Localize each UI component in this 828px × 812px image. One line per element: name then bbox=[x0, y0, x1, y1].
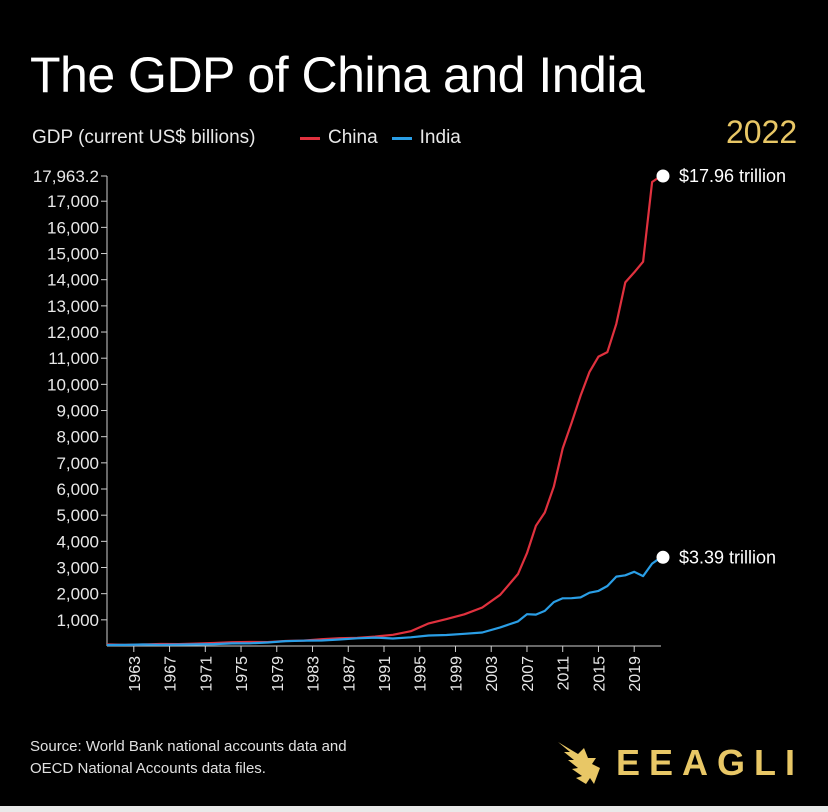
bottom-bar bbox=[0, 806, 828, 812]
x-tick-label: 1999 bbox=[448, 656, 465, 692]
legend-item-china: China bbox=[300, 127, 378, 149]
legend-label-india: India bbox=[419, 127, 461, 148]
legend: China India bbox=[300, 127, 475, 149]
y-tick-label: 11,000 bbox=[48, 349, 99, 368]
x-tick-label: 1963 bbox=[127, 656, 144, 692]
x-tick-label: 1991 bbox=[377, 656, 394, 692]
x-tick-label: 1975 bbox=[234, 656, 251, 692]
source-line-2: OECD National Accounts data files. bbox=[30, 760, 266, 777]
x-tick-label: 2015 bbox=[591, 656, 608, 692]
y-tick-label: 12,000 bbox=[47, 323, 99, 342]
logo: EEAGLI bbox=[556, 738, 804, 788]
legend-item-india: India bbox=[391, 127, 461, 149]
y-tick-label: 7,000 bbox=[56, 454, 99, 473]
y-tick-label: 17,963.2 bbox=[33, 167, 99, 186]
y-tick-label: 1,000 bbox=[56, 611, 99, 630]
annotation-india: $3.39 trillion bbox=[679, 547, 776, 567]
legend-swatch-china bbox=[300, 136, 320, 140]
y-tick-label: 5,000 bbox=[56, 506, 99, 525]
x-tick-label: 2007 bbox=[520, 656, 537, 692]
x-tick-label: 1971 bbox=[198, 656, 215, 692]
source-note: Source: World Bank national accounts dat… bbox=[30, 736, 347, 780]
x-tick-label: 2003 bbox=[484, 656, 501, 692]
y-tick-label: 13,000 bbox=[47, 297, 99, 316]
series-line-china bbox=[106, 175, 662, 646]
y-tick-label: 9,000 bbox=[56, 402, 99, 421]
x-tick-label: 1995 bbox=[413, 656, 430, 692]
x-tick-label: 2011 bbox=[556, 656, 573, 691]
year-label: 2022 bbox=[726, 114, 798, 150]
y-axis-label: GDP (current US$ billions) bbox=[32, 127, 256, 148]
x-tick-label: 2019 bbox=[627, 656, 644, 692]
y-tick-label: 3,000 bbox=[56, 559, 99, 578]
series-line-india bbox=[106, 556, 662, 647]
y-tick-label: 8,000 bbox=[56, 428, 99, 447]
y-tick-label: 15,000 bbox=[47, 245, 99, 264]
end-point-china bbox=[656, 169, 670, 183]
y-tick-label: 16,000 bbox=[47, 218, 99, 237]
x-tick-label: 1983 bbox=[306, 656, 323, 692]
eagle-logo-icon bbox=[558, 742, 600, 784]
legend-swatch-india bbox=[391, 136, 412, 140]
y-tick-label: 2,000 bbox=[56, 585, 99, 604]
source-line-1: Source: World Bank national accounts dat… bbox=[30, 738, 347, 755]
y-tick-label: 17,000 bbox=[47, 192, 99, 211]
x-tick-label: 1967 bbox=[163, 656, 180, 692]
logo-text: EEAGLI bbox=[616, 742, 805, 783]
y-tick-label: 4,000 bbox=[56, 532, 99, 551]
x-tick-label: 1979 bbox=[270, 656, 287, 692]
y-tick-label: 10,000 bbox=[47, 375, 99, 394]
end-point-india bbox=[656, 550, 670, 564]
chart-title: The GDP of China and India bbox=[30, 47, 645, 103]
x-tick-label: 1987 bbox=[341, 656, 358, 692]
legend-label-china: China bbox=[328, 127, 378, 148]
y-tick-label: 6,000 bbox=[56, 480, 99, 499]
y-tick-label: 14,000 bbox=[47, 271, 99, 290]
annotation-china: $17.96 trillion bbox=[679, 166, 786, 186]
